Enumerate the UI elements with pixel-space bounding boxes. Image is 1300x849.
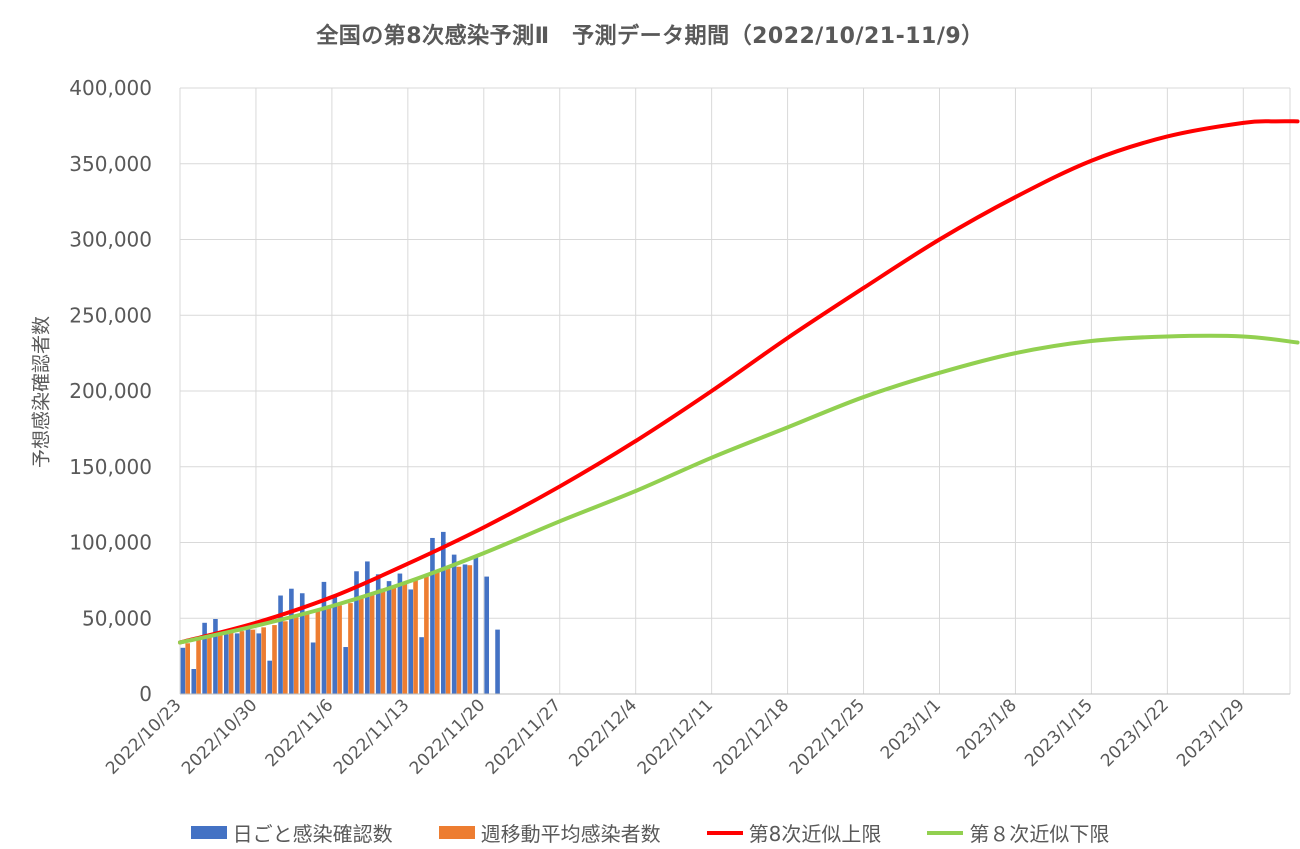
x-tick-label: 2022/11/27 bbox=[482, 695, 565, 778]
legend-swatch bbox=[706, 830, 743, 835]
daily-bar bbox=[256, 633, 262, 694]
legend-swatch bbox=[438, 826, 475, 839]
weekly-average-bar bbox=[359, 598, 364, 694]
daily-bar bbox=[365, 561, 370, 694]
y-tick-label: 100,000 bbox=[69, 531, 152, 555]
daily-bar bbox=[245, 628, 251, 694]
legend-item: 週移動平均感染者数 bbox=[438, 818, 661, 847]
y-tick-label: 200,000 bbox=[69, 379, 152, 403]
weekly-average-bar bbox=[228, 632, 234, 694]
weekly-average-bar bbox=[217, 634, 223, 694]
weekly-average-bar bbox=[250, 629, 256, 694]
daily-bar bbox=[321, 581, 327, 694]
daily-bar bbox=[224, 634, 229, 694]
daily-bar bbox=[191, 669, 197, 694]
legend-label: 日ごと感染確認数 bbox=[232, 822, 393, 846]
weekly-average-bar bbox=[293, 617, 299, 694]
y-tick-label: 150,000 bbox=[69, 455, 152, 479]
daily-bar bbox=[343, 647, 348, 694]
daily-bar bbox=[451, 554, 457, 694]
x-tick-label: 2022/12/25 bbox=[786, 695, 869, 778]
x-tick-label: 2023/1/8 bbox=[953, 695, 1021, 763]
daily-bar bbox=[462, 564, 468, 694]
daily-bar bbox=[278, 595, 283, 694]
daily-bar bbox=[484, 576, 489, 694]
x-tick-label: 2022/11/6 bbox=[262, 695, 338, 771]
x-tick-label: 2023/1/1 bbox=[877, 695, 945, 763]
legend-item: 第８次近似下限 bbox=[927, 818, 1109, 847]
weekly-average-bar bbox=[272, 625, 277, 694]
weekly-average-bar bbox=[239, 631, 245, 694]
weekly-average-bar bbox=[337, 605, 342, 694]
weekly-average-bar bbox=[196, 638, 201, 694]
daily-bar bbox=[202, 622, 207, 694]
weekly-average-bar bbox=[456, 566, 462, 694]
daily-bar bbox=[299, 593, 305, 694]
upper-estimate-line bbox=[178, 119, 1300, 645]
weekly-average-bar bbox=[391, 586, 397, 694]
weekly-average-bar bbox=[326, 606, 332, 694]
legend-item: 第8次近似上限 bbox=[706, 818, 882, 847]
legend-item: 日ごと感染確認数 bbox=[190, 818, 393, 847]
weekly-average-bar bbox=[207, 636, 212, 694]
lower-estimate-line bbox=[178, 333, 1300, 645]
daily-bar bbox=[386, 581, 392, 694]
daily-bar bbox=[397, 573, 403, 694]
legend-label: 第8次近似上限 bbox=[748, 822, 882, 846]
legend-swatch bbox=[190, 826, 227, 839]
y-tick-label: 400,000 bbox=[69, 76, 152, 100]
legend: 日ごと感染確認数 週移動平均感染者数 第8次近似上限 第８次近似下限 bbox=[0, 818, 1300, 847]
daily-bar bbox=[375, 574, 381, 694]
daily-bar bbox=[289, 588, 294, 694]
x-tick-label: 2023/1/29 bbox=[1173, 695, 1249, 771]
x-tick-label: 2023/1/15 bbox=[1021, 695, 1097, 771]
x-tick-label: 2022/11/20 bbox=[406, 695, 489, 778]
x-tick-label: 2022/11/13 bbox=[330, 695, 413, 778]
x-tick-label: 2022/12/18 bbox=[710, 695, 793, 778]
daily-bar bbox=[495, 629, 500, 694]
weekly-average-bar bbox=[369, 594, 375, 694]
legend-swatch bbox=[927, 830, 964, 835]
y-tick-label: 0 bbox=[139, 682, 152, 706]
daily-bar bbox=[267, 660, 272, 694]
daily-bar bbox=[234, 633, 240, 694]
daily-bar bbox=[310, 642, 316, 694]
x-tick-label: 2022/12/4 bbox=[565, 695, 641, 771]
y-tick-label: 350,000 bbox=[69, 152, 152, 176]
weekly-average-bar bbox=[304, 613, 310, 694]
daily-bar bbox=[354, 571, 359, 694]
weekly-average-bar bbox=[467, 565, 473, 694]
legend-label: 第８次近似下限 bbox=[969, 822, 1110, 846]
daily-bar bbox=[213, 619, 218, 694]
weekly-average-bar bbox=[434, 572, 440, 694]
daily-bar bbox=[408, 589, 414, 694]
legend-label: 週移動平均感染者数 bbox=[480, 822, 661, 846]
weekly-average-bar bbox=[348, 603, 353, 694]
weekly-average-bar bbox=[402, 582, 407, 694]
daily-bar bbox=[332, 596, 338, 694]
weekly-average-bar bbox=[424, 575, 429, 694]
y-tick-label: 300,000 bbox=[69, 228, 152, 252]
weekly-average-bar bbox=[283, 621, 288, 694]
daily-bar bbox=[430, 537, 435, 694]
daily-bar bbox=[419, 637, 424, 694]
weekly-average-bar bbox=[261, 627, 266, 694]
weekly-average-bar bbox=[185, 643, 190, 694]
weekly-average-bar bbox=[315, 610, 321, 694]
daily-bar bbox=[180, 647, 186, 694]
x-tick-label: 2022/10/30 bbox=[178, 695, 261, 778]
y-tick-label: 250,000 bbox=[69, 303, 152, 327]
x-tick-label: 2022/12/11 bbox=[634, 695, 717, 778]
x-tick-label: 2023/1/22 bbox=[1097, 695, 1173, 771]
weekly-average-bar bbox=[445, 568, 451, 694]
y-tick-label: 50,000 bbox=[82, 606, 152, 630]
daily-bar bbox=[473, 556, 479, 694]
chart-title: 全国の第8次感染予測Ⅱ 予測データ期間（2022/10/21-11/9） bbox=[316, 24, 984, 49]
weekly-average-bar bbox=[380, 588, 386, 694]
x-tick-label: 2022/10/23 bbox=[102, 695, 185, 778]
weekly-average-bar bbox=[413, 580, 418, 694]
daily-bar bbox=[441, 531, 446, 694]
